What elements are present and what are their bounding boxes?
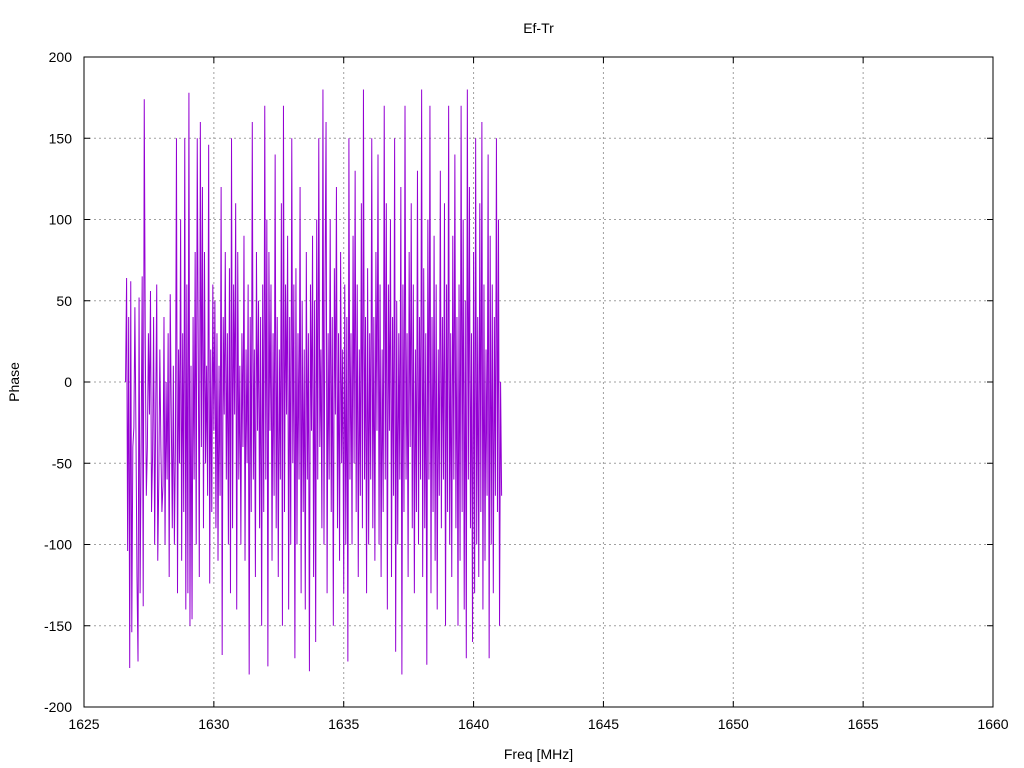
- x-tick-label: 1655: [848, 716, 879, 732]
- x-tick-label: 1645: [588, 716, 619, 732]
- y-tick-label: 200: [49, 49, 73, 65]
- series-group: [125, 89, 503, 675]
- series-line-0: [125, 89, 503, 675]
- y-tick-label: 150: [49, 130, 73, 146]
- x-axis: 1625 1630 1635 1640 1645 1650 1655 1660: [68, 57, 1009, 732]
- x-tick-label: 1640: [458, 716, 489, 732]
- y-axis-label: Phase: [6, 362, 22, 402]
- y-tick-label: 50: [56, 293, 72, 309]
- y-tick-label: -200: [44, 699, 72, 715]
- x-axis-label: Freq [MHz]: [504, 746, 573, 762]
- y-axis: -200 -150 -100 -50 0 50 100 150 200: [44, 49, 993, 715]
- y-tick-label: -50: [52, 455, 72, 471]
- x-tick-label: 1625: [68, 716, 99, 732]
- y-tick-label: -100: [44, 537, 72, 553]
- y-tick-label: 100: [49, 212, 73, 228]
- x-tick-label: 1650: [718, 716, 749, 732]
- x-tick-label: 1660: [977, 716, 1008, 732]
- x-tick-label: 1635: [328, 716, 359, 732]
- chart-title: Ef-Tr: [523, 20, 554, 36]
- y-tick-label: 0: [64, 374, 72, 390]
- y-tick-label: -150: [44, 618, 72, 634]
- x-tick-label: 1630: [198, 716, 229, 732]
